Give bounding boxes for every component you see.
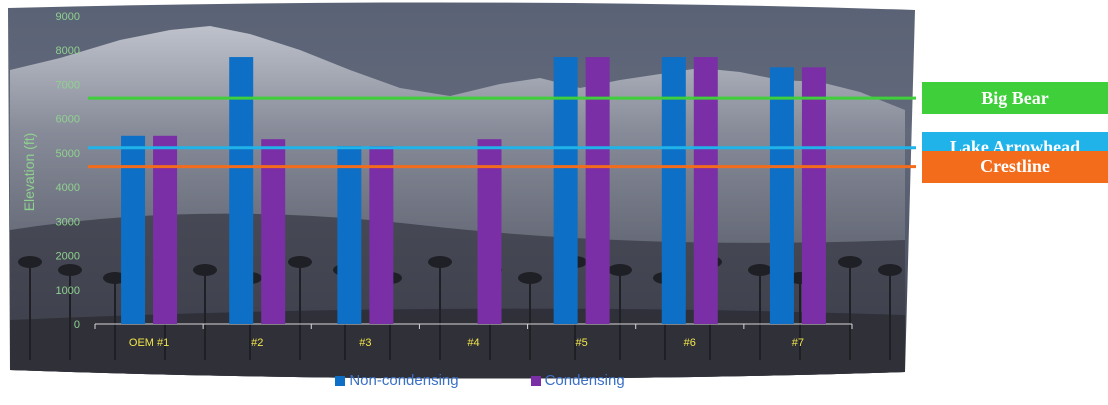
reference-line-label: Crestline (922, 150, 1108, 183)
x-tick-label: #4 (467, 337, 479, 349)
y-tick-label: 9000 (56, 11, 80, 23)
legend-swatch-non-condensing (335, 375, 346, 386)
y-tick-label: 8000 (56, 45, 80, 57)
palm-crown (103, 272, 127, 284)
bar-condensing (585, 57, 610, 325)
legend: Non-condensing Condensing (0, 372, 960, 389)
bar-condensing (693, 57, 718, 325)
palm-crown (748, 264, 772, 276)
palm-crown (878, 264, 902, 276)
bar-non-condensing (121, 135, 146, 324)
x-tick-label: #6 (684, 337, 696, 349)
y-axis-title: Elevation (ft) (21, 133, 37, 212)
palm-crown (518, 272, 542, 284)
y-tick-label: 0 (74, 319, 80, 331)
y-tick-label: 5000 (56, 148, 80, 160)
palm-crown (18, 256, 42, 268)
x-tick-label: #3 (359, 337, 371, 349)
reference-lines (88, 96, 916, 169)
legend-item-condensing: Condensing (530, 372, 625, 389)
bar-non-condensing (337, 146, 362, 324)
x-tick-label: OEM #1 (129, 337, 169, 349)
legend-swatch-condensing (530, 375, 541, 386)
photo-ground (10, 308, 905, 379)
y-tick-label: 3000 (56, 216, 80, 228)
bar-non-condensing (553, 57, 578, 325)
x-axis: OEM #1 #2 #3 #4 #5 #6 #7 (94, 323, 853, 349)
y-tick-label: 1000 (56, 285, 80, 297)
legend-label-condensing: Condensing (544, 372, 625, 389)
legend-item-non-condensing: Non-condensing (335, 372, 459, 389)
palm-crown (58, 264, 82, 276)
y-tick-label: 2000 (56, 251, 80, 263)
bar-condensing (153, 135, 178, 324)
y-tick-label: 4000 (56, 182, 80, 194)
y-axis: 0 1000 2000 3000 4000 5000 6000 7000 8000 9000 (56, 11, 80, 331)
bars (121, 57, 826, 325)
x-tick-label: #2 (251, 337, 263, 349)
bar-non-condensing (769, 67, 794, 324)
palm-crown (838, 256, 862, 268)
palm-crown (288, 256, 312, 268)
bar-condensing (369, 146, 394, 324)
bar-condensing (801, 67, 826, 324)
x-tick-label: #7 (792, 337, 804, 349)
x-tick-label: #5 (576, 337, 588, 349)
y-tick-label: 7000 (56, 79, 80, 91)
bar-non-condensing (661, 57, 686, 325)
bar-non-condensing (229, 57, 254, 325)
palm-crown (608, 264, 632, 276)
palm-crown (193, 264, 217, 276)
legend-label-non-condensing: Non-condensing (349, 372, 459, 389)
bar-condensing (477, 139, 502, 324)
reference-line-label: Big Bear (922, 82, 1108, 115)
bar-condensing (261, 139, 286, 324)
palm-crown (428, 256, 452, 268)
y-tick-label: 6000 (56, 114, 80, 126)
